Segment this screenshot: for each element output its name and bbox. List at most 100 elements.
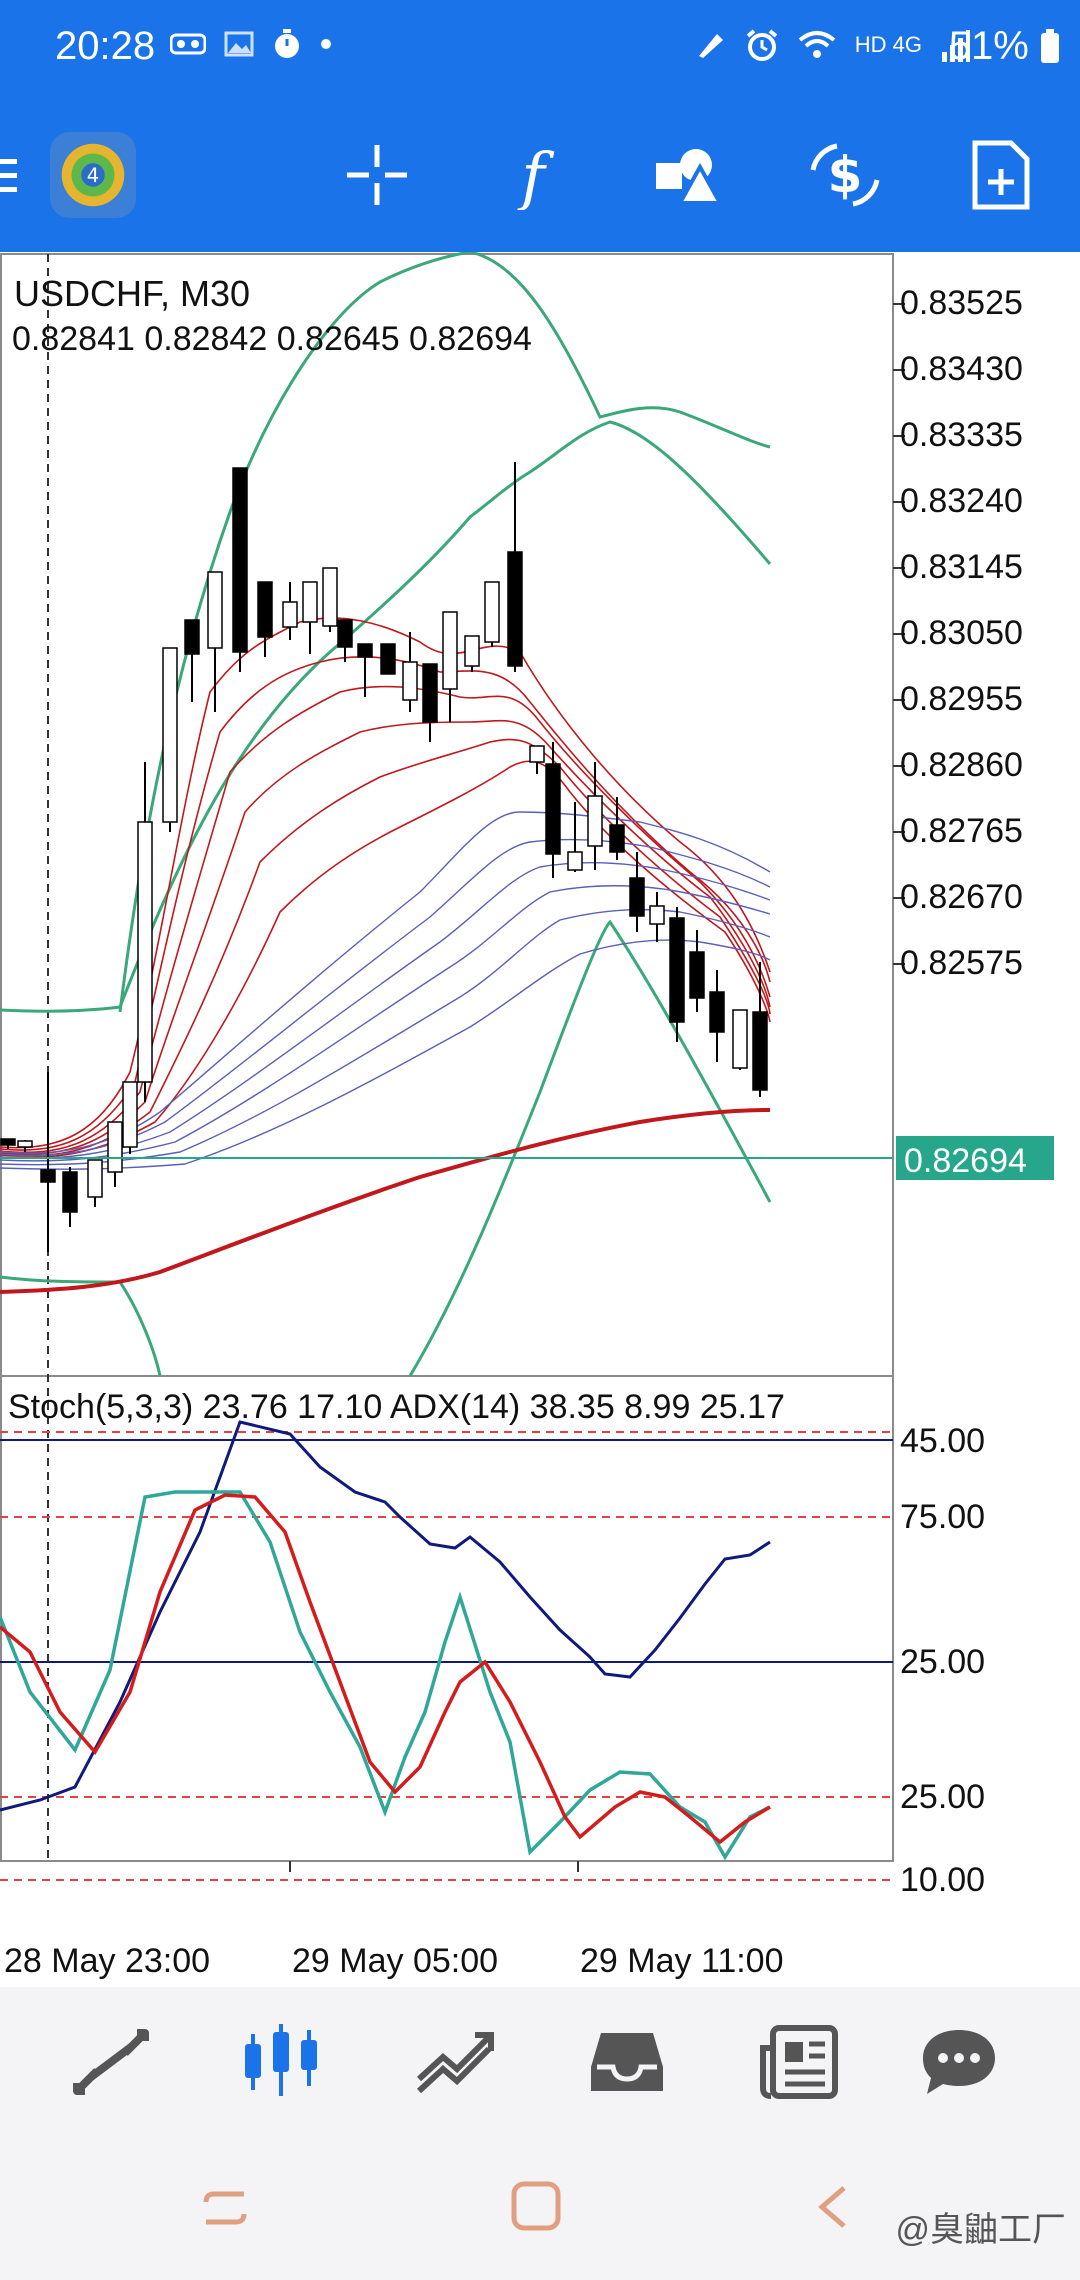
indicator-levels xyxy=(0,1431,893,1881)
candle-body xyxy=(282,601,298,628)
status-time: 20:28 xyxy=(55,24,156,68)
timer-icon xyxy=(275,29,299,58)
candle-body xyxy=(357,643,373,658)
battery-icon xyxy=(1041,29,1059,63)
candle-body xyxy=(464,635,480,667)
price-axis-label: 0.83145 xyxy=(900,548,1023,586)
nav-quotes[interactable] xyxy=(56,2017,166,2107)
indicator-axis-label: 75.00 xyxy=(900,1498,985,1536)
candle-body xyxy=(380,643,396,675)
battery-level: 51% xyxy=(949,24,1060,69)
stoch-signal-line xyxy=(0,1493,771,1845)
candle-body xyxy=(629,877,645,917)
ma-slow-red xyxy=(0,1108,771,1294)
time-axis-label: 29 May 05:00 xyxy=(292,1942,498,1980)
indicators-button[interactable]: f xyxy=(488,130,578,220)
nav-history[interactable] xyxy=(572,2017,682,2107)
ma-blue-fan xyxy=(0,811,771,1170)
chart-icon xyxy=(245,2024,317,2096)
candle-body xyxy=(609,824,625,853)
candle-body xyxy=(649,905,665,925)
history-icon xyxy=(591,2033,663,2091)
candle-body xyxy=(207,571,223,649)
svg-text:4: 4 xyxy=(87,164,99,187)
voicemail-icon xyxy=(170,33,206,55)
templates-button[interactable] xyxy=(956,130,1046,220)
candle-body xyxy=(442,611,458,690)
svg-text:f: f xyxy=(517,140,555,210)
candle-body xyxy=(62,1171,78,1213)
candle-body xyxy=(422,663,438,723)
price-axis-label: 0.83240 xyxy=(900,482,1023,520)
new-order-button[interactable]: $ xyxy=(800,130,890,220)
symbol-timeframe: USDCHF, M30 xyxy=(14,273,250,314)
bollinger-bands xyxy=(0,252,772,1377)
indicator-axis-label: 25.00 xyxy=(900,1643,985,1681)
candle-body xyxy=(17,1140,33,1148)
candle-body xyxy=(669,917,685,1023)
candle-body xyxy=(752,1011,768,1091)
candle-body xyxy=(107,1121,123,1173)
svg-text:$: $ xyxy=(828,146,863,204)
metatrader-logo-button[interactable]: 4 xyxy=(48,130,138,220)
chart-toolbar: 4 f $ xyxy=(0,100,1080,252)
candle-body xyxy=(40,1169,56,1183)
bollinger-middle xyxy=(0,420,772,1013)
function-icon: f xyxy=(517,140,555,210)
menu-button[interactable] xyxy=(0,130,30,220)
nav-news[interactable] xyxy=(744,2017,854,2107)
trade-dollar-icon: $ xyxy=(810,143,880,207)
time-axis-label: 28 May 23:00 xyxy=(4,1942,210,1980)
chat-icon xyxy=(923,2030,995,2094)
candlesticks xyxy=(0,462,768,1252)
candle-body xyxy=(337,619,353,648)
signal-icon xyxy=(942,30,970,62)
back-icon xyxy=(818,2186,846,2228)
candle-body xyxy=(689,951,705,999)
candle-body xyxy=(484,581,500,643)
quotes-icon xyxy=(73,2029,149,2095)
price-axis: 0.83525 0.83430 0.83335 0.83240 0.83145 0.830… xyxy=(893,284,1023,982)
bottom-navigation xyxy=(0,1987,1080,2132)
pen-icon xyxy=(698,34,723,58)
candle-body xyxy=(545,763,561,855)
candle-body xyxy=(302,581,318,623)
home-button[interactable] xyxy=(510,2180,562,2237)
price-axis-label: 0.83335 xyxy=(900,416,1023,454)
objects-button[interactable] xyxy=(644,130,734,220)
chart-area[interactable]: USDCHF, M30 0.82841 0.82842 0.82645 0.82… xyxy=(0,252,1080,1987)
add-document-icon xyxy=(972,140,1030,210)
price-chart[interactable]: USDCHF, M30 0.82841 0.82842 0.82645 0.82… xyxy=(0,252,1080,1987)
news-icon xyxy=(760,2025,838,2099)
back-button[interactable] xyxy=(812,2182,852,2237)
nav-chart[interactable] xyxy=(226,2017,336,2107)
price-axis-label: 0.83525 xyxy=(900,284,1023,322)
time-axis-label: 29 May 11:00 xyxy=(580,1942,784,1980)
time-axis: 28 May 23:00 29 May 05:00 29 May 11:00 xyxy=(4,1861,784,1980)
recents-button[interactable] xyxy=(200,2182,250,2237)
indicator-axis-label: 10.00 xyxy=(900,1861,985,1899)
nav-trade[interactable] xyxy=(400,2017,510,2107)
price-axis-label: 0.82670 xyxy=(900,878,1023,916)
candle-body xyxy=(507,551,523,667)
indicator-window-frame xyxy=(0,1375,894,1862)
recents-icon xyxy=(203,2191,247,2225)
main-window-frame xyxy=(0,253,894,1377)
candle-body xyxy=(184,619,200,655)
status-bar: 20:28 HD 4G 51% xyxy=(0,0,1080,100)
crosshair-icon xyxy=(347,145,407,205)
crosshair-button[interactable] xyxy=(332,130,422,220)
candle-body xyxy=(0,1138,16,1146)
network-type: HD 4G xyxy=(854,32,922,57)
nav-chat[interactable] xyxy=(904,2017,1014,2107)
candle-body xyxy=(567,851,583,871)
candle-body xyxy=(529,745,545,763)
candle-body xyxy=(709,991,725,1033)
adx-line xyxy=(0,1420,771,1812)
indicator-axis-label: 45.00 xyxy=(900,1422,985,1460)
alarm-icon xyxy=(746,29,778,61)
indicator-label: Stoch(5,3,3) 23.76 17.10 ADX(14) 38.35 8… xyxy=(8,1388,785,1426)
indicator-axis-label: 25.00 xyxy=(900,1778,985,1816)
home-icon xyxy=(511,2181,561,2231)
watermark: @臭鼬工厂 xyxy=(895,2211,1066,2249)
